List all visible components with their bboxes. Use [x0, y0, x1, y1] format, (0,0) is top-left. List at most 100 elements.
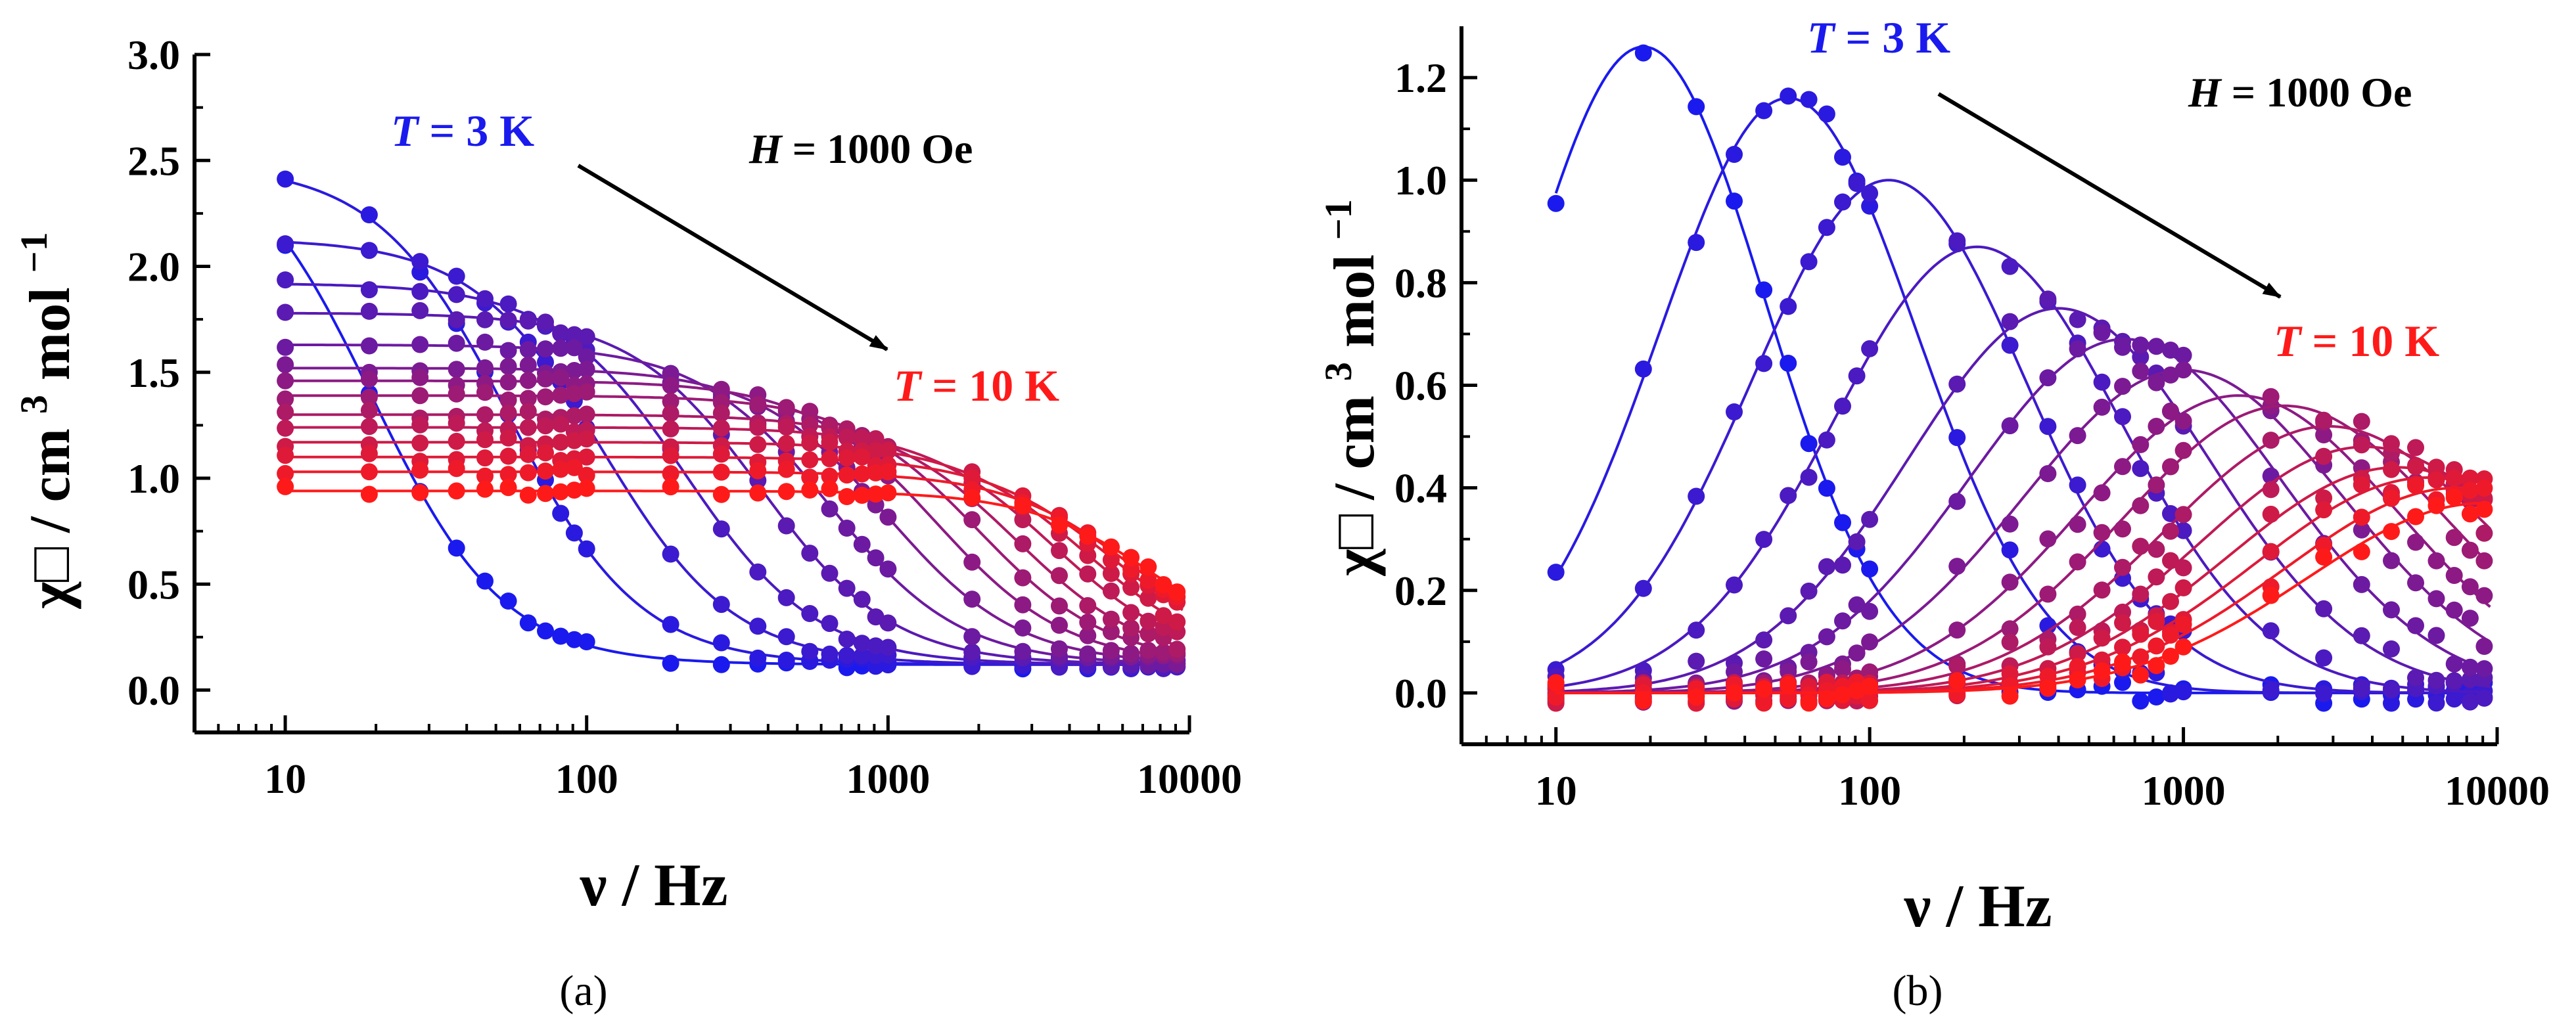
chart-a-point [537, 388, 554, 406]
chart-b-point [2148, 613, 2165, 631]
chart-a-point [1014, 497, 1032, 514]
chart-a-point [867, 464, 885, 481]
chart-a-point [476, 333, 494, 351]
chart-a-fit-line [285, 426, 1184, 637]
chart-b-point [2353, 413, 2370, 430]
chart-b-point [2427, 671, 2445, 689]
chart-b-fit-line [1555, 338, 2491, 694]
chart-a-point [537, 462, 554, 480]
chart-b-point [2162, 648, 2179, 665]
chart-b-point [1861, 677, 1879, 695]
chart-b-point [2427, 459, 2445, 476]
chart-a-point [1102, 623, 1120, 640]
chart-a-ytick-label: 0.0 [127, 667, 180, 714]
chart-b-ytick-label: 1.2 [1394, 55, 1447, 101]
chart-b-point [1861, 633, 1879, 651]
chart-b-point [2174, 616, 2192, 633]
chart-a-point [1079, 527, 1097, 545]
chart-a-point [879, 463, 897, 481]
chart-b-point [2407, 508, 2424, 526]
chart-a-point [565, 459, 583, 476]
chart-b-point [2069, 516, 2086, 533]
chart-b-point [2475, 480, 2493, 497]
chart-b-point [2461, 505, 2479, 523]
chart-a-point [1102, 582, 1120, 600]
chart-a-point [662, 447, 679, 464]
chart-a-point [853, 448, 871, 466]
chart-a-point [838, 579, 856, 597]
chart-b-ytick-label: 0.6 [1394, 363, 1447, 409]
chart-a-point [1122, 579, 1140, 596]
chart-a-point [277, 390, 294, 408]
chart-a-point [411, 461, 429, 479]
chart-a-point [277, 271, 294, 289]
chart-b-point [2001, 417, 2019, 435]
chart-a-point [879, 614, 897, 632]
chart-a-point [448, 539, 465, 557]
chart-b-point [2132, 348, 2150, 366]
chart-a-point [777, 418, 795, 436]
chart-a-point [1168, 583, 1186, 601]
chart-a-ylabel-unit2: mol [18, 287, 82, 380]
chart-b-point [2148, 637, 2165, 655]
chart-a-t-start-eq: = 3 K [419, 106, 535, 156]
chart-a-point [1079, 565, 1097, 583]
chart-a-point [360, 206, 378, 223]
chart-b-point [1818, 480, 1835, 497]
chart-a-point [537, 622, 554, 640]
chart-a-point [712, 380, 730, 398]
chart-b-point [2114, 558, 2131, 576]
chart-a-xlabel: ν / Hz [579, 851, 727, 918]
chart-a-point [821, 500, 839, 518]
chart-b-point [2315, 684, 2333, 702]
chart-a-point [565, 339, 583, 357]
chart-a-point [749, 462, 767, 480]
chart-a-point [476, 431, 494, 449]
chart-b-ytick-label: 1.0 [1394, 157, 1447, 204]
chart-a-point [519, 486, 537, 504]
chart-b-annotation-t-end: T = 10 K [2274, 316, 2439, 366]
chart-a-point [662, 465, 679, 483]
chart-b-ytick-label: 0.0 [1394, 670, 1447, 717]
chart-a-point [1139, 571, 1157, 589]
chart-a-point [777, 460, 795, 478]
chart-a-point [712, 485, 730, 503]
chart-a-point [360, 418, 378, 436]
chart-a-point [821, 480, 839, 497]
chart-a-point [552, 504, 570, 522]
chart-a-point [1122, 549, 1140, 566]
chart-b-point [2383, 552, 2400, 570]
chart-a-point [411, 434, 429, 452]
chart-b-point [2148, 418, 2165, 435]
chart-b-point [2445, 567, 2463, 584]
chart-a-point [448, 361, 465, 378]
chart-b-point [1818, 690, 1835, 707]
chart-b-point [2353, 508, 2370, 526]
chart-a-point [821, 645, 839, 663]
chart-a-point [853, 535, 871, 553]
chart-b-series-4 [1547, 232, 2493, 711]
chart-b-point [2132, 585, 2150, 603]
chart-a-point [537, 370, 554, 388]
chart-b-ytick-label: 0.4 [1394, 465, 1447, 512]
chart-a-ytick-label: 2.0 [127, 244, 180, 290]
chart-a-annotation-t-start: T = 3 K [391, 106, 534, 156]
chart-a-fit-line [285, 343, 1183, 665]
chart-b-point [2132, 692, 2150, 710]
chart-a-point [963, 553, 981, 571]
chart-b-point [1634, 44, 1652, 62]
panel-label-b: (b) [1893, 967, 1943, 1015]
chart-a-point [1079, 614, 1097, 631]
chart-b-point [2174, 441, 2192, 459]
chart-a-point [499, 466, 517, 483]
chart-a-point [499, 357, 517, 375]
chart-b-point [2039, 617, 2057, 635]
chart-b-point [2461, 693, 2479, 711]
chart-a-xtick-label: 10000 [1137, 755, 1242, 802]
chart-b-point [2001, 687, 2019, 705]
chart-a-point [476, 406, 494, 424]
chart-a-point [712, 656, 730, 673]
chart-a-point [821, 450, 839, 468]
chart-a-point [519, 356, 537, 374]
chart-a-point [879, 442, 897, 460]
